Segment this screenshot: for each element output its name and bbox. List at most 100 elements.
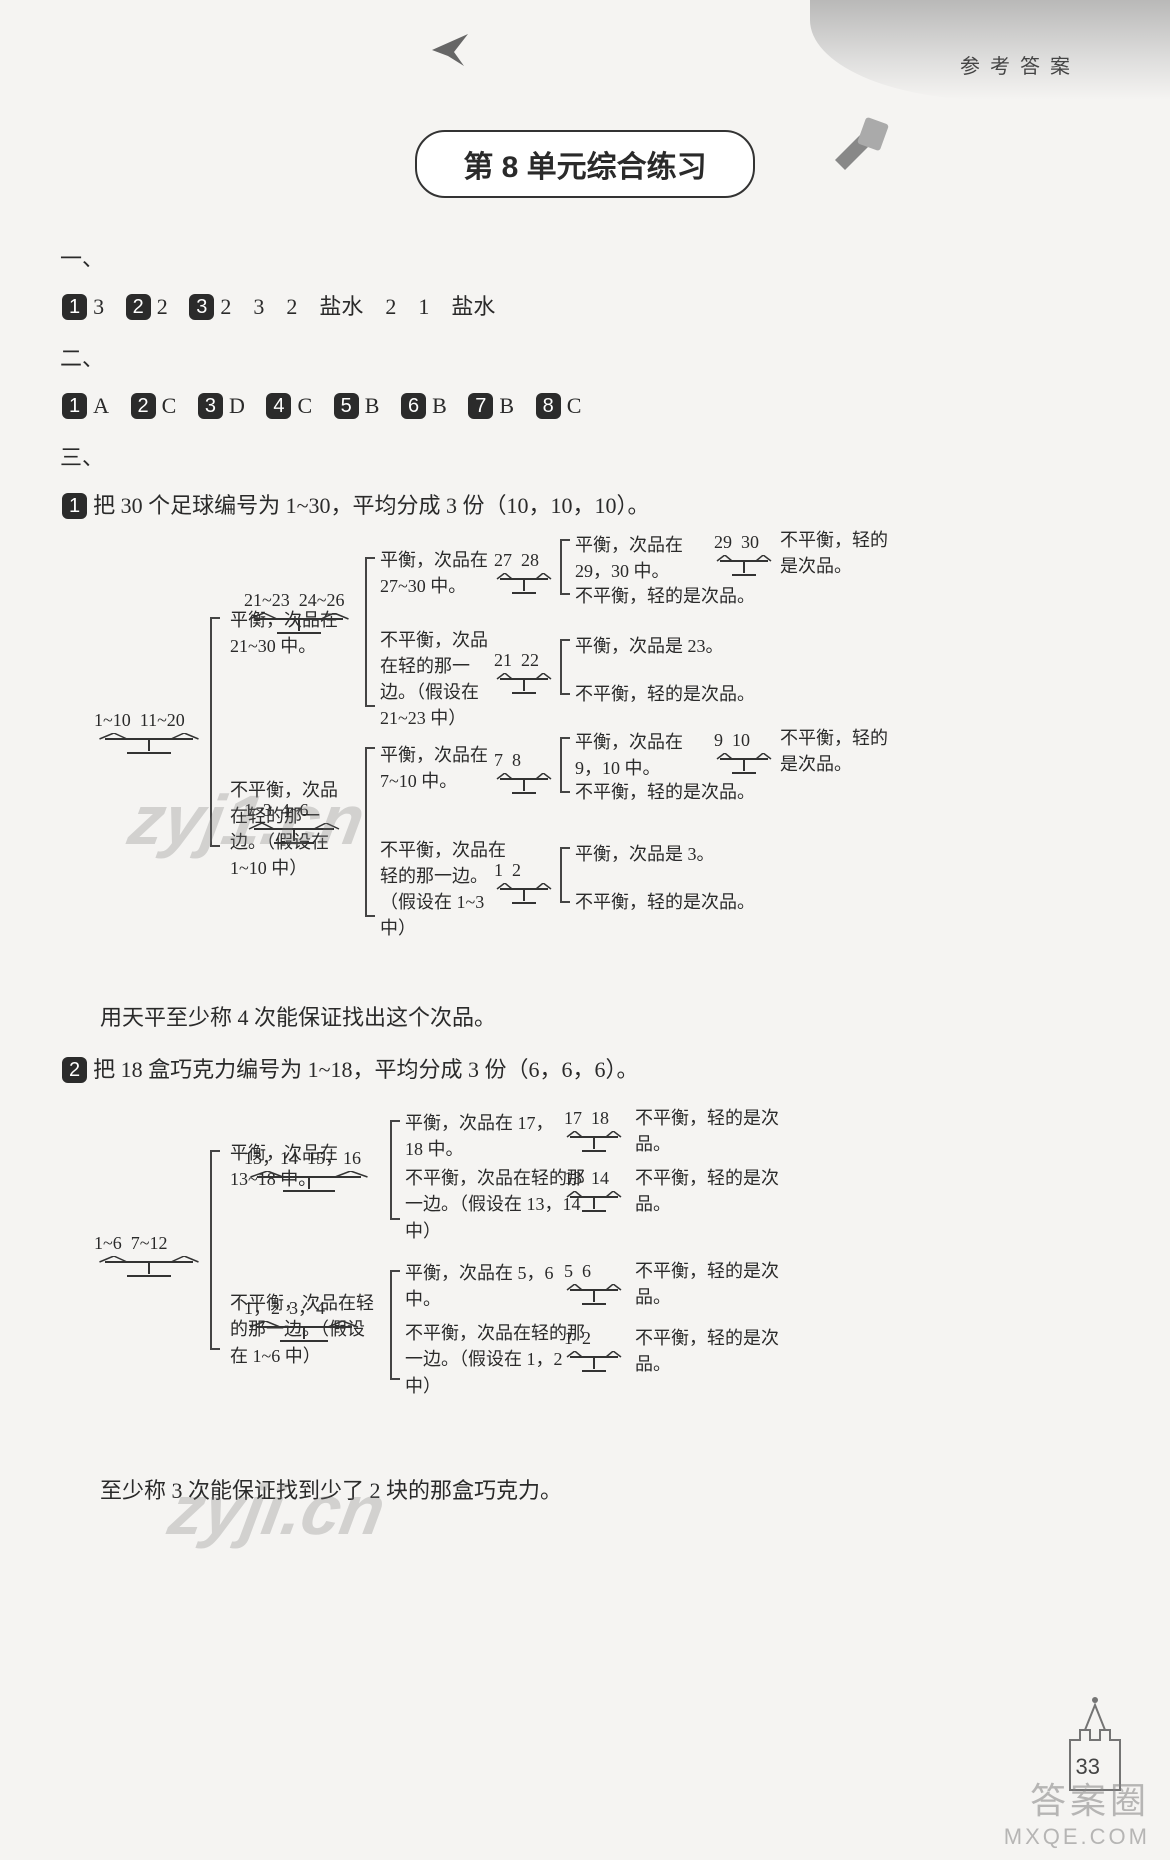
leaf-label: 平衡，次品是 3。 <box>575 841 795 867</box>
section-3: 三、 1把 30 个足球编号为 1~30，平均分成 3 份（10，10，10）。… <box>60 437 1110 1512</box>
tree-node: 29 30 <box>710 529 778 577</box>
tree-node: 13，14 15，16 <box>240 1145 378 1193</box>
branch-label: 不平衡，次品在轻的那一边。（假设在 1，2 中） <box>405 1320 585 1398</box>
branch-label: 不平衡，次品在轻的那一边。（假设在 21~23 中） <box>380 627 500 731</box>
leaf-label: 不平衡，轻的是次品。 <box>575 889 795 915</box>
tree-node: 1 2 <box>490 857 558 905</box>
balance-scale-icon: 13，14 15，16 <box>244 1145 374 1193</box>
tree-node: 1，2 3，4 <box>240 1295 368 1343</box>
balance-scale-icon: 1 2 <box>494 857 554 905</box>
brace-connector <box>210 1150 220 1350</box>
answer-text: B <box>499 393 514 418</box>
chip: 6 <box>401 393 426 419</box>
page: 参考答案 第 8 单元综合练习 一、 13 22 32 3 2 盐水 2 1 盐… <box>0 0 1170 1860</box>
leaf-label: 不平衡，轻的是次品。 <box>635 1105 795 1157</box>
answer-text: 2 <box>157 294 168 319</box>
balance-scale-icon: 9 10 <box>714 727 774 775</box>
tree-node: 27 28 <box>490 547 558 595</box>
tree-node: 17 18 <box>560 1105 628 1153</box>
paper-plane-icon <box>430 30 470 70</box>
tree-node: 5 6 <box>560 1258 628 1306</box>
balance-scale-icon: 21~23 24~26 <box>244 587 354 635</box>
footer-wm-1: 答案圈 <box>1004 1772 1150 1824</box>
chip: 1 <box>62 393 87 419</box>
q2-conclusion: 至少称 3 次能保证找到少了 2 块的那盒巧克力。 <box>100 1470 1110 1512</box>
leaf-label: 不平衡，轻的是次品。 <box>575 681 795 707</box>
answer-text: 2 3 2 盐水 2 1 盐水 <box>220 294 495 319</box>
unit-title-wrap: 第 8 单元综合练习 <box>305 130 865 198</box>
tree-root: 1~6 7~12 <box>90 1230 208 1278</box>
answer-text: B <box>365 393 380 418</box>
footer-wm-2: MXQE.COM <box>1004 1824 1150 1850</box>
brace-connector <box>560 539 570 595</box>
tree-node: 21 22 <box>490 647 558 695</box>
balance-scale-icon: 1，2 3，4 <box>244 1295 364 1343</box>
unit-title: 第 8 单元综合练习 <box>415 130 754 198</box>
balance-scale-icon: 1~3 4~6 <box>244 797 344 845</box>
leaf-label: 不平衡，轻的是次品。 <box>575 583 795 609</box>
leaf-label: 不平衡，轻的是次品。 <box>635 1325 795 1377</box>
chip: 1 <box>62 294 87 320</box>
q1-conclusion: 用天平至少称 4 次能保证找出这个次品。 <box>100 997 1110 1039</box>
tree-node: 21~23 24~26 <box>240 587 358 635</box>
chip: 3 <box>198 393 223 419</box>
answer-text: 3 <box>93 294 104 319</box>
branch-label: 平衡，次品在 7~10 中。 <box>380 742 490 794</box>
balance-scale-icon: 27 28 <box>494 547 554 595</box>
header-label: 参考答案 <box>960 50 1080 79</box>
q2-intro: 2把 18 盒巧克力编号为 1~18，平均分成 3 份（6，6，6）。 <box>60 1049 1110 1091</box>
chip: 2 <box>131 393 156 419</box>
section-1: 一、 13 22 32 3 2 盐水 2 1 盐水 <box>60 238 1110 328</box>
answer-text: B <box>432 393 447 418</box>
leaf-label: 不平衡，轻的是次品。 <box>780 725 890 777</box>
tree-node: 13 14 <box>560 1165 628 1213</box>
answer-text: C <box>297 393 312 418</box>
section-1-answers: 13 22 32 3 2 盐水 2 1 盐水 <box>60 286 1110 328</box>
brace-connector <box>560 847 570 903</box>
q1-intro: 1把 30 个足球编号为 1~30，平均分成 3 份（10，10，10）。 <box>60 485 1110 527</box>
branch-label: 平衡，次品在 27~30 中。 <box>380 547 490 599</box>
balance-scale-icon: 21 22 <box>494 647 554 695</box>
balance-scale-icon: 13 14 <box>564 1165 624 1213</box>
branch-label: 平衡，次品在 17，18 中。 <box>405 1110 555 1162</box>
tree-diagram-1: 1~10 11~20 平衡，次品在 21~30 中。 21~23 24~26 平… <box>90 547 1110 967</box>
section-heading: 二、 <box>60 338 1110 380</box>
chip: 7 <box>468 393 493 419</box>
branch-label: 平衡，次品在 5，6 中。 <box>405 1260 555 1312</box>
leaf-label: 不平衡，轻的是次品。 <box>635 1258 795 1310</box>
leaf-label: 不平衡，轻的是次品。 <box>780 527 890 579</box>
brace-connector <box>560 737 570 793</box>
section-heading: 三、 <box>60 437 1110 479</box>
balance-scale-icon: 1~6 7~12 <box>94 1230 204 1278</box>
tree-node: 9 10 <box>710 727 778 775</box>
chip: 3 <box>189 294 214 320</box>
brace-connector <box>210 617 220 847</box>
balance-scale-icon: 29 30 <box>714 529 774 577</box>
q1-intro-text: 把 30 个足球编号为 1~30，平均分成 3 份（10，10，10）。 <box>93 493 649 518</box>
balance-scale-icon: 7 8 <box>494 747 554 795</box>
answer-text: A <box>93 393 109 418</box>
brace-connector <box>390 1270 400 1380</box>
leaf-label: 平衡，次品是 23。 <box>575 633 795 659</box>
leaf-label: 不平衡，轻的是次品。 <box>575 779 795 805</box>
brace-connector <box>390 1120 400 1220</box>
answer-text: C <box>567 393 582 418</box>
section-2: 二、 1A 2C 3D 4C 5B 6B 7B 8C <box>60 338 1110 428</box>
tools-icon <box>825 110 895 180</box>
chip: 2 <box>62 1057 87 1083</box>
brace-connector <box>365 747 375 917</box>
q2-intro-text: 把 18 盒巧克力编号为 1~18，平均分成 3 份（6，6，6）。 <box>93 1057 638 1082</box>
chip: 5 <box>334 393 359 419</box>
section-2-answers: 1A 2C 3D 4C 5B 6B 7B 8C <box>60 385 1110 427</box>
chip: 2 <box>126 294 151 320</box>
section-heading: 一、 <box>60 238 1110 280</box>
tree-diagram-2: 1~6 7~12 平衡，次品在 13~18 中。 13，14 15，16 平衡，… <box>90 1110 1110 1440</box>
tree-node: 1 2 <box>560 1325 628 1373</box>
chip: 4 <box>266 393 291 419</box>
tree-node: 1~3 4~6 <box>240 797 348 845</box>
tree-root: 1~10 11~20 <box>90 707 208 755</box>
answer-text: C <box>162 393 177 418</box>
chip: 1 <box>62 493 87 519</box>
balance-scale-icon: 1 2 <box>564 1325 624 1373</box>
footer-watermark: 答案圈 MXQE.COM <box>1004 1772 1150 1850</box>
